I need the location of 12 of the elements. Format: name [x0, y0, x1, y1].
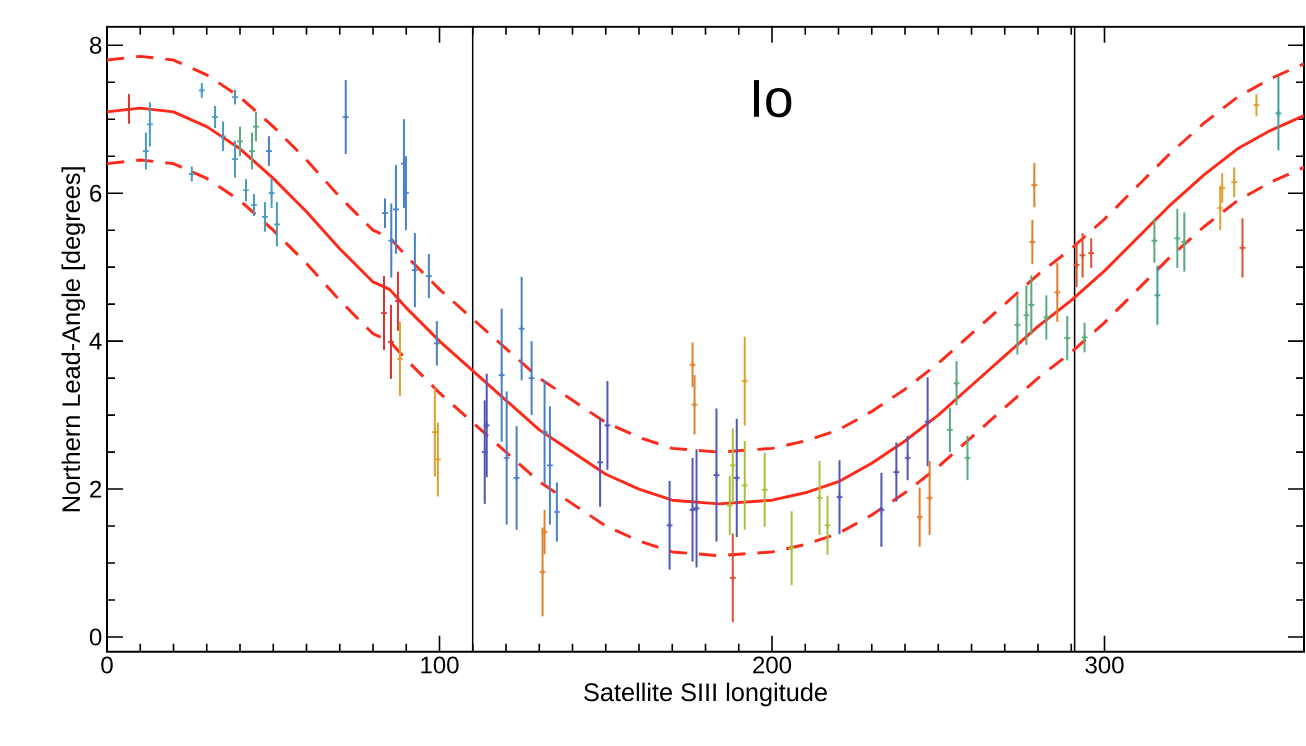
x-tick-label: 300 [1085, 656, 1124, 674]
y-axis-title: Northern Lead-Angle [degrees] [61, 167, 86, 512]
x-tick-label: 200 [753, 656, 792, 674]
x-tick-label: 0 [101, 656, 113, 674]
y-tick-label: 4 [89, 332, 102, 350]
y-tick-label: 8 [89, 36, 102, 54]
annotation: Io [754, 80, 792, 118]
x-tick-label: 100 [421, 656, 459, 674]
x-axis-title: Satellite SIII longitude [584, 682, 827, 707]
y-tick-label: 6 [90, 184, 102, 202]
y-tick-label: 2 [90, 480, 102, 498]
y-tick-label: 0 [89, 628, 102, 646]
